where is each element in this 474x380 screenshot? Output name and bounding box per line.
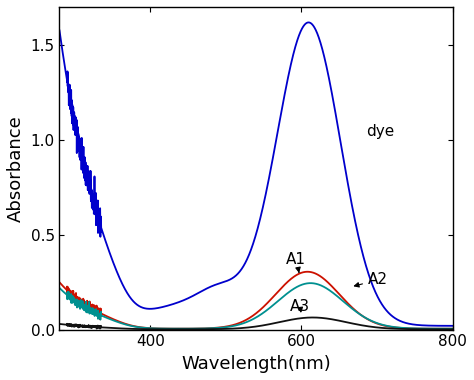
- X-axis label: Wavelength(nm): Wavelength(nm): [181, 355, 331, 373]
- Y-axis label: Absorbance: Absorbance: [7, 115, 25, 222]
- Text: A2: A2: [355, 272, 388, 287]
- Text: dye: dye: [365, 124, 394, 139]
- Text: A3: A3: [290, 299, 310, 314]
- Text: A1: A1: [286, 252, 306, 272]
